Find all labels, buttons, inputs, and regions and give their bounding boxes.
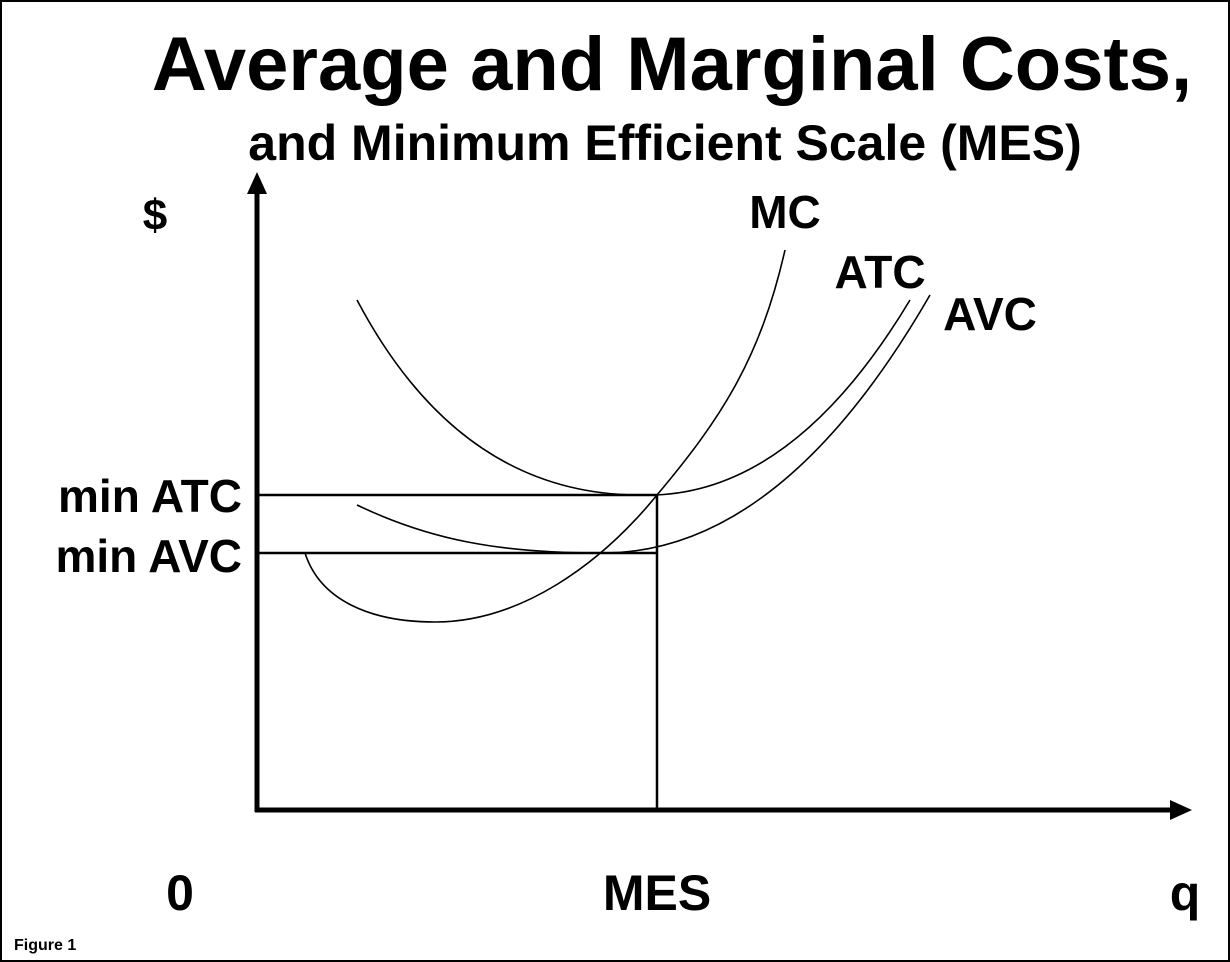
avc-curve: [356, 294, 931, 554]
mc-curve: [304, 249, 786, 623]
title: Average and Marginal Costs,: [152, 22, 1192, 107]
curve-label: ATC: [834, 246, 925, 298]
curve-label: MC: [749, 186, 821, 238]
y-marker-label: min ATC: [58, 470, 242, 522]
y-marker-label: min AVC: [55, 530, 242, 582]
curve-label: AVC: [943, 288, 1037, 340]
subtitle: and Minimum Efficient Scale (MES): [248, 115, 1081, 171]
origin-label: 0: [166, 865, 194, 921]
y-arrow: [247, 172, 267, 194]
caption: Figure 1: [14, 937, 76, 954]
atc-curve: [356, 299, 911, 496]
y-axis-label: $: [143, 191, 167, 240]
x-marker-label: MES: [603, 865, 711, 921]
x-arrow: [1170, 800, 1192, 820]
x-axis-label: q: [1170, 865, 1201, 921]
